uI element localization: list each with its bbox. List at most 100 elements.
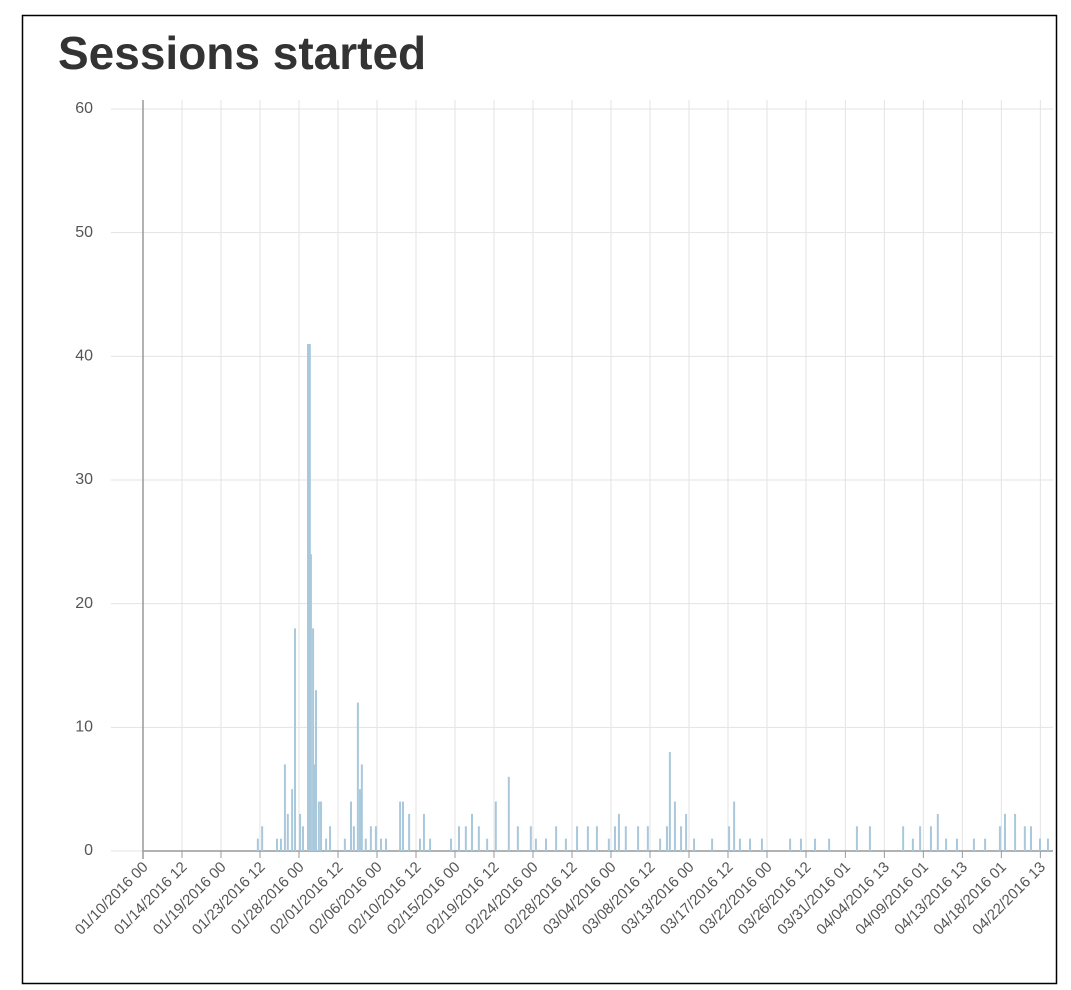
bar [450,838,453,851]
bar [364,838,367,851]
bar [545,838,547,851]
bar [749,838,752,851]
bar [529,826,532,851]
bar [314,690,317,851]
bar [464,826,467,851]
bar [1029,826,1032,851]
bar [984,838,987,851]
bar [665,826,668,851]
bar [320,801,323,851]
bar [617,813,620,851]
y-tick-label: 0 [84,842,93,859]
bar [998,826,1001,851]
y-tick-label: 60 [75,100,93,117]
frame [21,14,1058,985]
bar [343,838,346,851]
bar [350,801,352,851]
bar [693,838,696,851]
bar [309,554,312,851]
bar [408,813,411,851]
bar [613,826,616,851]
y-tick-label: 10 [75,719,93,736]
bar [855,826,858,851]
bar [680,826,683,851]
y-tick-label: 40 [75,348,93,365]
bar [814,838,817,851]
bar [828,838,831,851]
bar [576,826,579,851]
bar [325,838,328,851]
bar [673,801,676,851]
bar [945,838,948,851]
bar [261,826,264,851]
bar [299,813,302,851]
bar [564,838,567,851]
bar [929,826,932,851]
bar [402,801,404,851]
bar [936,813,939,851]
bar [313,764,316,851]
bar [307,343,310,851]
bar [586,826,589,851]
bar [494,801,497,851]
bar [457,826,460,851]
bar [329,826,332,851]
bar [486,838,489,851]
bar [294,628,297,851]
bar [422,813,425,851]
bar [477,826,480,851]
bar [685,813,688,851]
bar [789,838,792,851]
bar [955,838,958,851]
bar [607,838,610,851]
bar [646,826,649,851]
bar [418,838,421,851]
bar [972,838,975,851]
bar [359,789,362,851]
bar [507,776,510,851]
bar [1014,813,1017,851]
y-tick-label: 30 [75,471,93,488]
bar [385,838,388,851]
bar [733,801,736,851]
bar [312,628,315,851]
y-tick-label: 50 [75,224,93,241]
bar [516,826,519,851]
bar [379,838,382,851]
bar [738,838,741,851]
bar [291,789,294,851]
bar [374,826,377,851]
bar [283,764,286,851]
bar [470,813,473,851]
bar [317,801,320,851]
bar [919,826,922,851]
bar [624,826,627,851]
bar [760,838,763,851]
bar [911,838,914,851]
bar [1023,826,1026,851]
bar [799,838,802,851]
bar [369,826,372,851]
bar [286,813,289,851]
bar [659,838,662,851]
bar [308,343,311,851]
bar [1039,838,1041,851]
bar [429,838,432,851]
bar [728,826,731,851]
bar [668,752,671,851]
bar [301,826,304,851]
bar [360,764,363,851]
bar [534,838,537,851]
bar [279,838,282,851]
bar [256,838,259,851]
bar [902,826,905,851]
bar [399,801,402,851]
bar [637,826,640,851]
y-tick-label: 20 [75,595,93,612]
bar [1003,813,1006,851]
bar [356,702,359,851]
bar [1046,838,1049,851]
bar [352,826,355,851]
bar [711,838,714,851]
